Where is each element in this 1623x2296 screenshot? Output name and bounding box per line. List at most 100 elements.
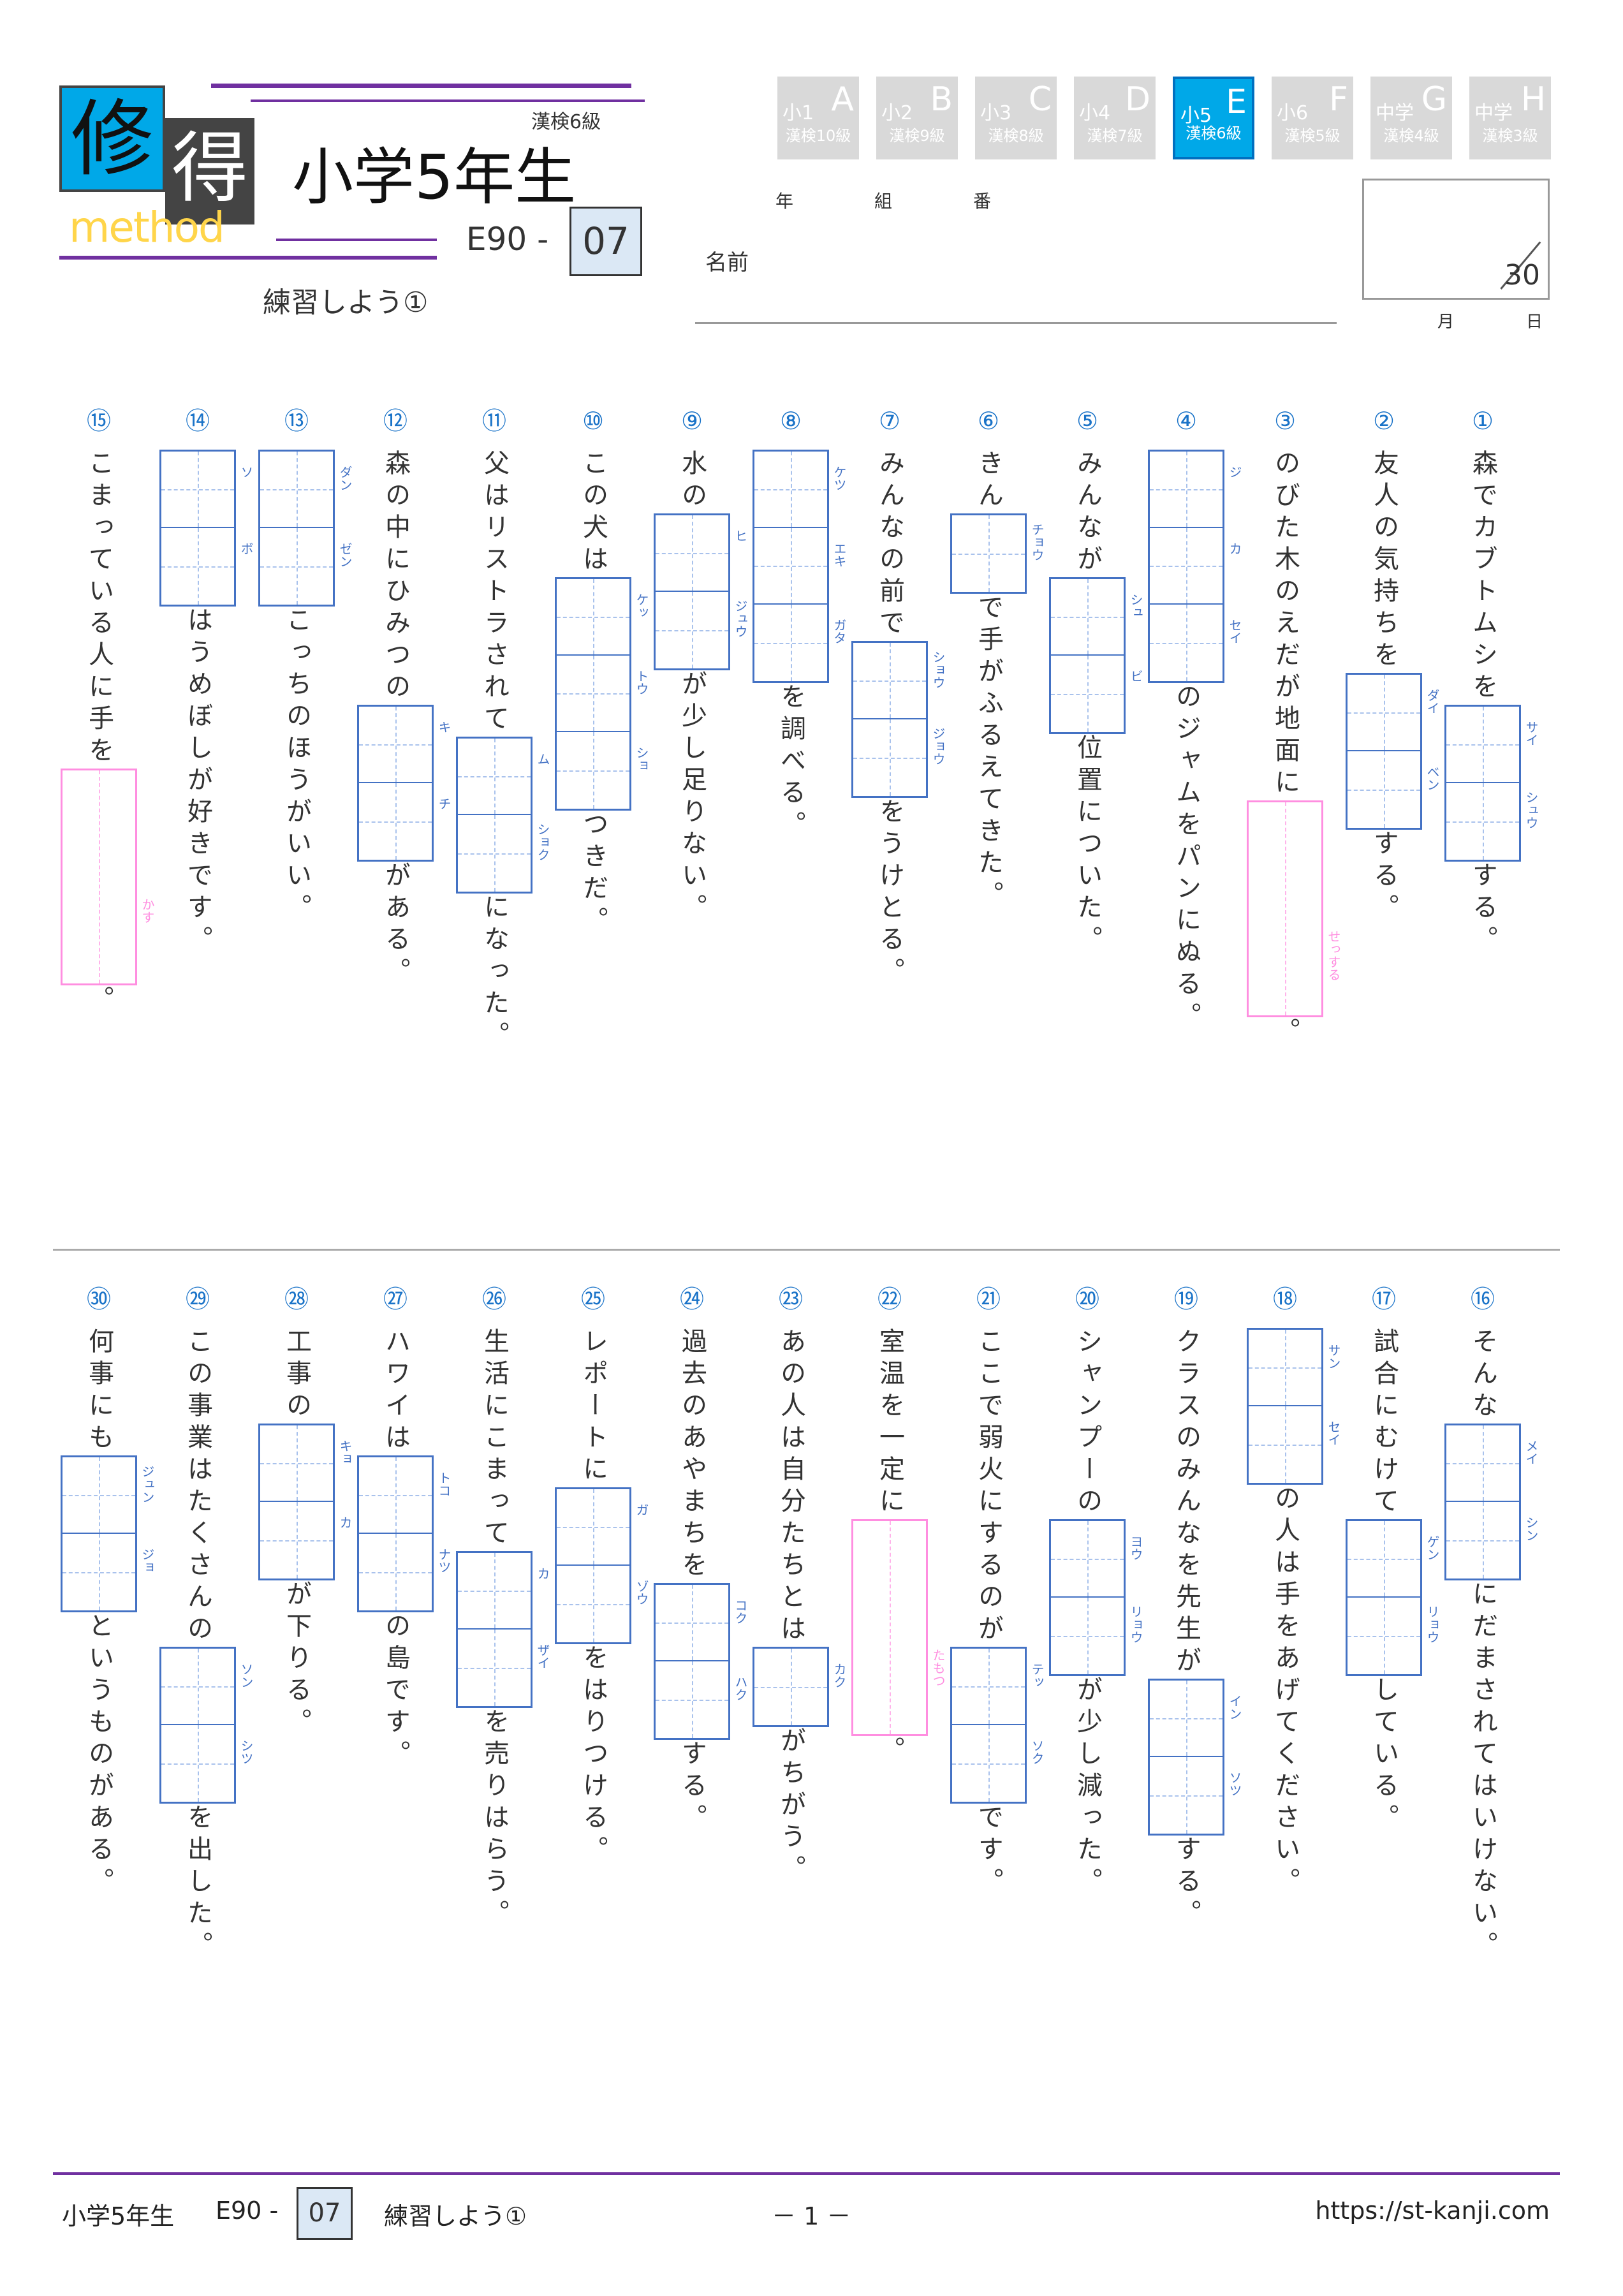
answer-cell[interactable]: ゲン — [1348, 1521, 1440, 1598]
answer-cell[interactable]: ケツ — [754, 452, 847, 528]
answer-cell[interactable]: ザイ — [458, 1630, 550, 1706]
site-url[interactable]: https://st-kanji.com — [1315, 2197, 1550, 2225]
answer-box[interactable]: サイ シュウ — [1444, 705, 1539, 862]
answer-box[interactable]: ダン ゼン — [258, 450, 353, 607]
answer-cell[interactable]: ヨウ — [1051, 1521, 1143, 1598]
answer-box[interactable]: ジュン ジョ — [61, 1455, 155, 1612]
answer-cell[interactable]: トコ — [359, 1457, 452, 1534]
answer-cell[interactable]: セイ — [1150, 605, 1242, 681]
answer-cell[interactable]: ゾウ — [557, 1566, 649, 1642]
answer-cell[interactable]: ゼン — [260, 528, 353, 605]
answer-cell[interactable]: ダン — [260, 452, 353, 528]
answer-cell[interactable]: ソク — [952, 1725, 1045, 1802]
answer-cell[interactable]: ソン — [161, 1649, 254, 1725]
answer-box[interactable]: ガゾウ — [555, 1487, 649, 1644]
answer-cell[interactable]: チ — [359, 783, 452, 860]
answer-cell[interactable]: ガ — [557, 1489, 649, 1566]
answer-cell[interactable]: ショ — [557, 732, 649, 809]
grade-tab-a[interactable]: 小1 A 漢検10級 — [777, 77, 859, 159]
answer-cell[interactable]: チョウ — [952, 515, 1045, 592]
answer-cell[interactable]: トウ — [557, 656, 649, 732]
answer-box[interactable]: ヒジュウ — [654, 513, 748, 670]
answer-cell[interactable]: ソ — [161, 452, 254, 528]
answer-cell[interactable]: カ — [1150, 528, 1242, 605]
answer-box[interactable]: ソン シツ — [159, 1647, 254, 1804]
answer-box[interactable]: ムショク — [456, 737, 550, 894]
question-text: にだまされてはいけない。 — [1468, 1580, 1497, 1963]
answer-box[interactable]: カク — [753, 1647, 847, 1727]
answer-box[interactable]: ゲン リョウ — [1346, 1519, 1440, 1676]
answer-cell[interactable]: ガタ — [754, 605, 847, 681]
grade-tab-f[interactable]: 小6 F 漢検5級 — [1272, 77, 1353, 159]
answer-box[interactable]: ケッ トウ ショ — [555, 577, 649, 811]
question-text: 森でカブトムシを — [1468, 450, 1497, 705]
answer-cell[interactable]: ジョ — [62, 1534, 155, 1610]
number-label: 番 — [973, 191, 992, 212]
answer-cell[interactable]: リョウ — [1051, 1598, 1143, 1674]
answer-cell[interactable]: ヒ — [656, 515, 748, 592]
grade-tab-g[interactable]: 中学 G 漢検4級 — [1370, 77, 1452, 159]
answer-cell[interactable]: キョ — [260, 1425, 353, 1502]
answer-cell[interactable]: シン — [1446, 1502, 1539, 1578]
grade-tab-h[interactable]: 中学 H 漢検3級 — [1469, 77, 1551, 159]
answer-box[interactable]: ケツ エキ ガタ — [753, 450, 847, 683]
answer-cell[interactable]: ジュン — [62, 1457, 155, 1534]
answer-cell[interactable]: ショク — [458, 815, 550, 892]
answer-box[interactable]: トコ ナツ — [357, 1455, 452, 1612]
answer-cell[interactable]: エキ — [754, 528, 847, 605]
answer-box[interactable]: ショウ ジョウ — [851, 641, 946, 798]
answer-cell[interactable]: コク — [656, 1585, 748, 1661]
okurigana-answer-box[interactable]: たもつ — [851, 1519, 946, 1736]
answer-cell[interactable]: シュウ — [1446, 783, 1539, 860]
answer-box[interactable]: ヨウ リョウ — [1049, 1519, 1143, 1676]
answer-box[interactable]: イン ソツ — [1148, 1679, 1242, 1836]
answer-cell[interactable]: イン — [1150, 1681, 1242, 1757]
answer-cell[interactable]: ビ — [1051, 656, 1143, 732]
answer-box[interactable]: カザイ — [456, 1551, 550, 1708]
answer-box[interactable]: チョウ — [950, 513, 1045, 594]
answer-cell[interactable]: キ — [359, 707, 452, 783]
answer-cell[interactable]: ケッ — [557, 579, 649, 656]
answer-box[interactable]: サン セイ — [1247, 1328, 1341, 1485]
answer-cell[interactable]: テッ — [952, 1649, 1045, 1725]
answer-box[interactable]: ソボ — [159, 450, 254, 607]
grade-tab-c[interactable]: 小3 C 漢検8級 — [975, 77, 1057, 159]
answer-box[interactable]: ダイ ベン — [1346, 673, 1440, 830]
answer-cell[interactable]: ナツ — [359, 1534, 452, 1610]
answer-cell[interactable]: ジョウ — [853, 719, 946, 796]
grade-tab-e[interactable]: 小5 E 漢検6級 — [1173, 77, 1254, 159]
name-field[interactable] — [695, 322, 1337, 324]
answer-cell[interactable]: カ — [458, 1553, 550, 1630]
answer-cell[interactable]: サイ — [1446, 707, 1539, 783]
answer-cell[interactable]: セイ — [1249, 1406, 1341, 1483]
answer-cell[interactable]: ジ — [1150, 452, 1242, 528]
answer-box[interactable]: シュビ — [1049, 577, 1143, 734]
grade-tab-b[interactable]: 小2 B 漢検9級 — [876, 77, 958, 159]
answer-cell[interactable]: ショウ — [853, 643, 946, 719]
grade-tab-d[interactable]: 小4 D 漢検7級 — [1074, 77, 1156, 159]
answer-cell[interactable]: カク — [754, 1649, 847, 1725]
answer-box[interactable]: キョカ — [258, 1424, 353, 1580]
answer-box[interactable]: メイ シン — [1444, 1424, 1539, 1580]
answer-cell[interactable]: ダイ — [1348, 675, 1440, 751]
answer-cell[interactable]: カ — [260, 1502, 353, 1578]
okurigana-answer-box[interactable]: かす — [61, 769, 155, 985]
answer-cell[interactable]: ボ — [161, 528, 254, 605]
answer-cell[interactable]: サン — [1249, 1330, 1341, 1406]
answer-cell[interactable]: ム — [458, 739, 550, 815]
answer-cell[interactable]: ハク — [656, 1661, 748, 1738]
answer-cell[interactable]: ソツ — [1150, 1757, 1242, 1834]
okurigana-answer-box[interactable]: せっする — [1247, 800, 1341, 1017]
answer-cell[interactable]: シュ — [1051, 579, 1143, 656]
answer-cell[interactable]: ベン — [1348, 751, 1440, 828]
answer-box[interactable]: コク ハク — [654, 1583, 748, 1740]
answer-cell[interactable]: シツ — [161, 1725, 254, 1802]
answer-box[interactable]: キチ — [357, 705, 452, 862]
answer-cell[interactable]: リョウ — [1348, 1598, 1440, 1674]
answer-cell[interactable]: メイ — [1446, 1425, 1539, 1502]
answer-box[interactable]: ジカセイ — [1148, 450, 1242, 683]
answer-box[interactable]: テッ ソク — [950, 1647, 1045, 1804]
furigana: カク — [832, 1663, 847, 1688]
answer-cell[interactable]: ジュウ — [656, 592, 748, 668]
